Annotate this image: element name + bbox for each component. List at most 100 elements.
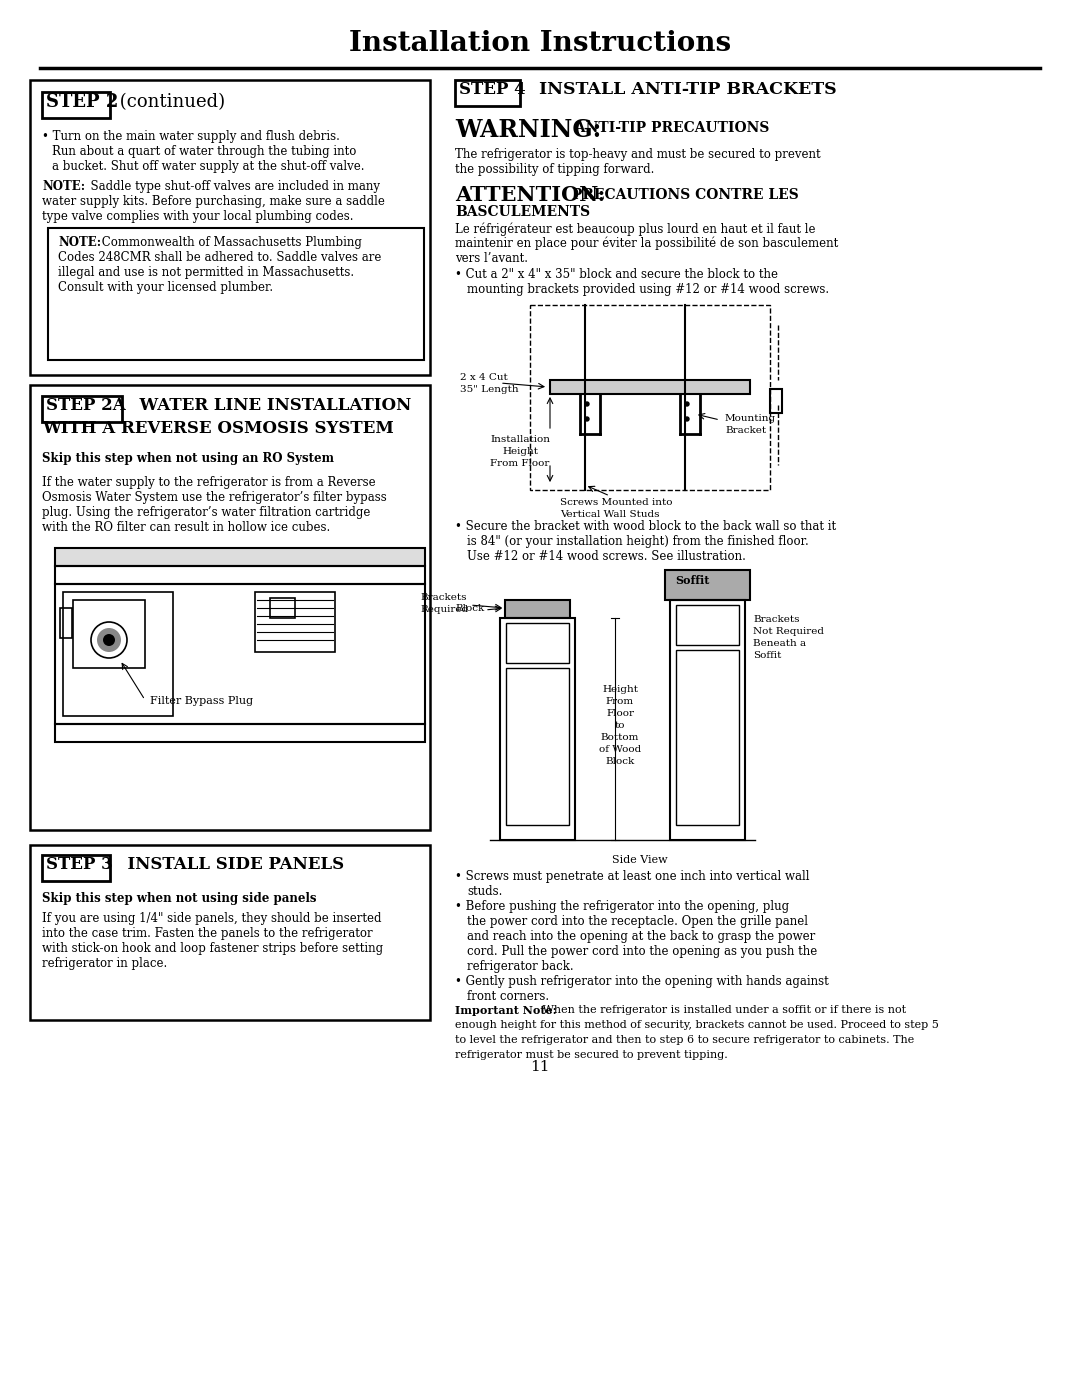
Text: Mounting: Mounting [725,414,777,423]
Bar [63,592,173,717]
Text: cord. Pull the power cord into the opening as you push the: cord. Pull the power cord into the openi… [467,944,818,958]
Text: Beneath a: Beneath a [753,638,806,648]
Text: type valve complies with your local plumbing codes.: type valve complies with your local plum… [42,210,353,224]
Text: into the case trim. Fasten the panels to the refrigerator: into the case trim. Fasten the panels to… [42,928,373,940]
Text: to: to [615,721,625,731]
Text: vers l’avant.: vers l’avant. [455,251,528,265]
Text: (continued): (continued) [114,94,225,110]
Text: front corners.: front corners. [467,990,549,1003]
Bar [48,228,424,360]
Text: maintenir en place pour éviter la possibilité de son basculement: maintenir en place pour éviter la possib… [455,237,838,250]
Bar [55,566,426,584]
Text: Brackets: Brackets [420,592,467,602]
Text: of Wood: of Wood [599,745,642,754]
Text: WARNING:: WARNING: [455,117,602,142]
Bar [455,80,519,106]
Text: ANTI-TIP PRECAUTIONS: ANTI-TIP PRECAUTIONS [570,122,769,136]
Text: Required: Required [420,605,468,615]
Bar [507,668,569,826]
Text: • Secure the bracket with wood block to the back wall so that it: • Secure the bracket with wood block to … [455,520,836,534]
Text: Bracket: Bracket [725,426,766,434]
Text: studs.: studs. [467,886,502,898]
Text: • Gently push refrigerator into the opening with hands against: • Gently push refrigerator into the open… [455,975,828,988]
Text: water supply kits. Before purchasing, make sure a saddle: water supply kits. Before purchasing, ma… [42,196,384,208]
Text: STEP 3: STEP 3 [46,856,112,873]
Text: Filter Bypass Plug: Filter Bypass Plug [150,696,253,705]
Text: NOTE:: NOTE: [42,180,85,193]
Text: Skip this step when not using an RO System: Skip this step when not using an RO Syst… [42,453,334,465]
Circle shape [685,416,689,420]
Text: Bottom: Bottom [600,733,639,742]
Text: Height: Height [602,685,638,694]
Text: • Cut a 2" x 4" x 35" block and secure the block to the: • Cut a 2" x 4" x 35" block and secure t… [455,268,778,281]
Circle shape [685,402,689,407]
Text: Height: Height [502,447,538,455]
Circle shape [97,629,121,652]
Text: Osmosis Water System use the refrigerator’s filter bypass: Osmosis Water System use the refrigerato… [42,490,387,504]
Circle shape [585,416,589,420]
Text: Run about a quart of water through the tubing into: Run about a quart of water through the t… [52,145,356,158]
Bar [507,623,569,664]
Text: Brackets: Brackets [753,615,799,624]
Text: and reach into the opening at the back to grasp the power: and reach into the opening at the back t… [467,930,815,943]
Text: mounting brackets provided using #12 or #14 wood screws.: mounting brackets provided using #12 or … [467,284,829,296]
Bar [42,855,110,882]
Bar [670,599,745,840]
Text: From: From [606,697,634,705]
Bar [73,599,145,668]
Bar [55,584,426,724]
Text: Installation: Installation [490,434,550,444]
Text: Vertical Wall Studs: Vertical Wall Studs [561,510,660,520]
Text: WATER LINE INSTALLATION: WATER LINE INSTALLATION [129,397,411,414]
Text: illegal and use is not permitted in Massachusetts.: illegal and use is not permitted in Mass… [58,265,354,279]
Text: The refrigerator is top-heavy and must be secured to prevent: The refrigerator is top-heavy and must b… [455,148,821,161]
Text: Floor: Floor [606,710,634,718]
Bar [55,724,426,742]
Text: Not Required: Not Required [753,627,824,636]
Text: Block: Block [606,757,635,766]
Bar [255,592,335,652]
Text: Block: Block [455,604,484,613]
Text: STEP 4: STEP 4 [459,81,526,98]
Text: STEP 2: STEP 2 [46,94,119,110]
Text: Saddle type shut-off valves are included in many: Saddle type shut-off valves are included… [83,180,380,193]
Text: with the RO filter can result in hollow ice cubes.: with the RO filter can result in hollow … [42,521,330,534]
Text: refrigerator back.: refrigerator back. [467,960,573,972]
Text: When the refrigerator is installed under a soffit or if there is not: When the refrigerator is installed under… [539,1004,906,1016]
Text: If you are using 1/4" side panels, they should be inserted: If you are using 1/4" side panels, they … [42,912,381,925]
Bar [665,570,750,599]
Text: • Turn on the main water supply and flush debris.: • Turn on the main water supply and flus… [42,130,340,142]
Bar [30,845,430,1020]
Text: • Screws must penetrate at least one inch into vertical wall: • Screws must penetrate at least one inc… [455,870,810,883]
Bar [42,395,122,422]
Text: with stick-on hook and loop fastener strips before setting: with stick-on hook and loop fastener str… [42,942,383,956]
Bar [60,608,72,638]
Bar [550,380,750,394]
Bar [30,80,430,374]
Text: to level the refrigerator and then to step 6 to secure refrigerator to cabinets.: to level the refrigerator and then to st… [455,1035,915,1045]
Text: ATTENTION:: ATTENTION: [455,184,605,205]
Text: INSTALL SIDE PANELS: INSTALL SIDE PANELS [116,856,345,873]
Text: refrigerator must be secured to prevent tipping.: refrigerator must be secured to prevent … [455,1051,728,1060]
Text: is 84" (or your installation height) from the finished floor.: is 84" (or your installation height) fro… [467,535,809,548]
Bar [270,598,295,617]
Text: Skip this step when not using side panels: Skip this step when not using side panel… [42,893,316,905]
Bar [505,599,570,617]
Text: Soffit: Soffit [753,651,781,659]
Text: Le réfrigérateur est beaucoup plus lourd en haut et il faut le: Le réfrigérateur est beaucoup plus lourd… [455,222,815,236]
Bar [676,650,739,826]
Text: Screws Mounted into: Screws Mounted into [561,497,673,507]
Text: Use #12 or #14 wood screws. See illustration.: Use #12 or #14 wood screws. See illustra… [467,550,746,563]
Text: WITH A REVERSE OSMOSIS SYSTEM: WITH A REVERSE OSMOSIS SYSTEM [42,420,394,437]
Bar [676,605,739,645]
Text: STEP 2A: STEP 2A [46,397,125,414]
Text: INSTALL ANTI-TIP BRACKETS: INSTALL ANTI-TIP BRACKETS [527,81,837,98]
Text: enough height for this method of security, brackets cannot be used. Proceed to s: enough height for this method of securit… [455,1020,939,1030]
Bar [55,548,426,566]
Text: NOTE:: NOTE: [58,236,102,249]
Circle shape [585,402,589,407]
Text: 11: 11 [530,1060,550,1074]
Text: Consult with your licensed plumber.: Consult with your licensed plumber. [58,281,273,293]
Text: Installation Instructions: Installation Instructions [349,29,731,57]
Bar [500,617,575,840]
